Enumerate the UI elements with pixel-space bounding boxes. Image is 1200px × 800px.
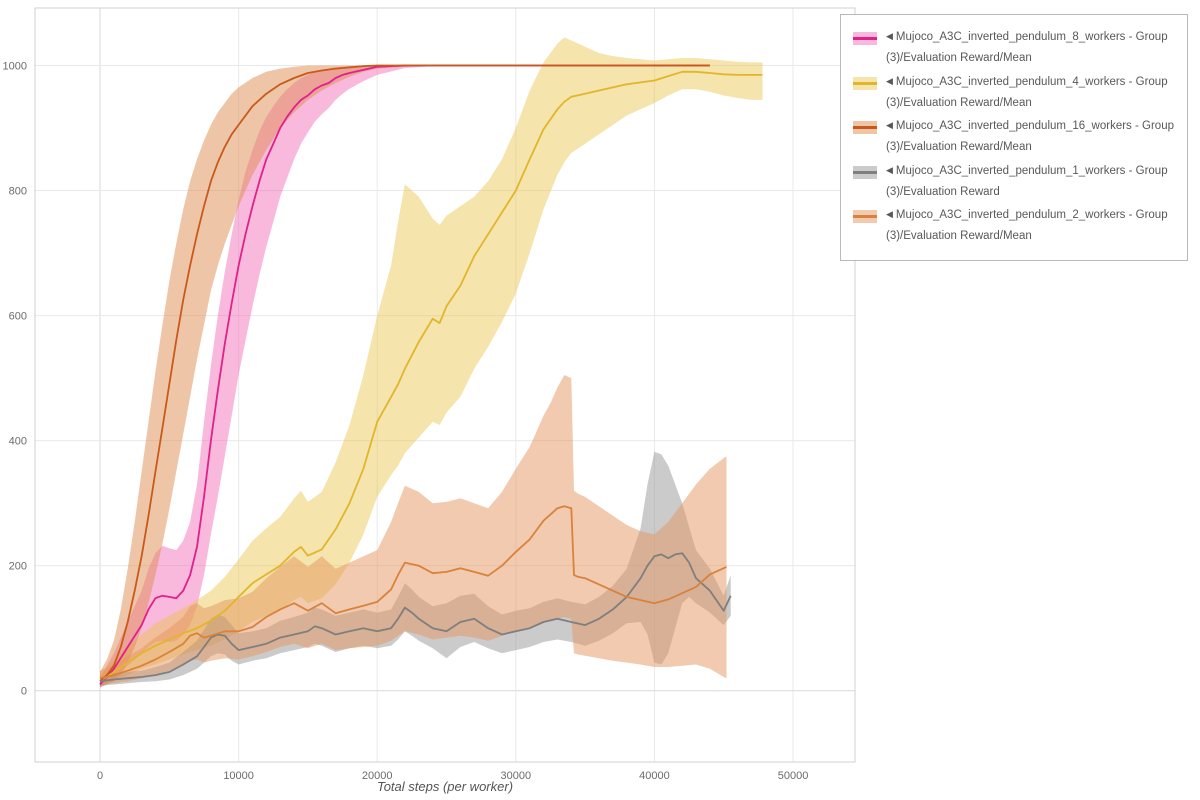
legend-marker-icon: ◀ [886, 75, 893, 86]
x-tick-label: 0 [97, 770, 103, 782]
y-tick-label: 0 [21, 686, 27, 698]
legend-swatch-icon [853, 76, 877, 90]
legend-marker-icon: ◀ [886, 120, 893, 131]
legend-item-1_workers[interactable]: ◀ Mujoco_A3C_inverted_pendulum_1_workers … [853, 161, 1175, 204]
x-tick-label: 10000 [223, 770, 254, 782]
x-tick-label: 30000 [501, 770, 532, 782]
series-band-8_workers [100, 65, 710, 688]
x-tick-label: 40000 [639, 770, 670, 782]
legend-marker-icon: ◀ [886, 209, 893, 220]
series-band-4_workers [100, 37, 763, 686]
y-tick-label: 1000 [3, 61, 27, 73]
legend-item-4_workers[interactable]: ◀ Mujoco_A3C_inverted_pendulum_4_workers … [853, 72, 1175, 115]
series-line-16_workers [99, 64, 710, 682]
legend-item-2_workers[interactable]: ◀ Mujoco_A3C_inverted_pendulum_2_workers … [853, 205, 1175, 248]
y-tick-label: 800 [9, 186, 27, 198]
legend-item-16_workers[interactable]: ◀ Mujoco_A3C_inverted_pendulum_16_workers… [853, 116, 1175, 159]
legend-label: ◀ Mujoco_A3C_inverted_pendulum_16_workers… [886, 120, 1174, 154]
chart-area[interactable]: 0 10000 20000 30000 40000 50000 0 200 400 600 800 1… [0, 0, 860, 800]
y-tick-label: 600 [9, 311, 27, 323]
legend: ◀ Mujoco_A3C_inverted_pendulum_8_workers … [840, 14, 1188, 261]
series-line-4_workers [99, 70, 763, 683]
chart-svg[interactable]: 0 10000 20000 30000 40000 50000 0 200 400 600 800 1… [0, 0, 860, 800]
x-tick-label: 20000 [362, 770, 393, 782]
legend-swatch-icon [853, 32, 877, 45]
legend-marker-icon: ◀ [886, 31, 893, 41]
legend-item-8_workers[interactable]: ◀ Mujoco_A3C_inverted_pendulum_8_workers … [853, 27, 1175, 70]
x-tick-label: 50000 [778, 770, 809, 782]
y-tick-label: 400 [9, 436, 27, 448]
series-line-1_workers [99, 552, 732, 683]
legend-swatch-icon [853, 121, 877, 135]
legend-marker-icon: ◀ [886, 164, 893, 175]
x-axis-title: Total steps (per worker) [376, 779, 514, 794]
legend-swatch-icon [853, 210, 877, 224]
plot-border [34, 7, 856, 763]
legend-label: ◀ Mujoco_A3C_inverted_pendulum_2_workers … [886, 209, 1168, 243]
series-line-2_workers [99, 505, 727, 680]
legend-label: ◀ Mujoco_A3C_inverted_pendulum_4_workers … [886, 75, 1168, 109]
legend-swatch-icon [853, 165, 877, 179]
legend-label: ◀ Mujoco_A3C_inverted_pendulum_8_workers … [886, 31, 1168, 65]
legend-label: ◀ Mujoco_A3C_inverted_pendulum_1_workers … [886, 164, 1168, 198]
series-band-2_workers [100, 375, 727, 685]
y-tick-label: 200 [9, 561, 27, 573]
